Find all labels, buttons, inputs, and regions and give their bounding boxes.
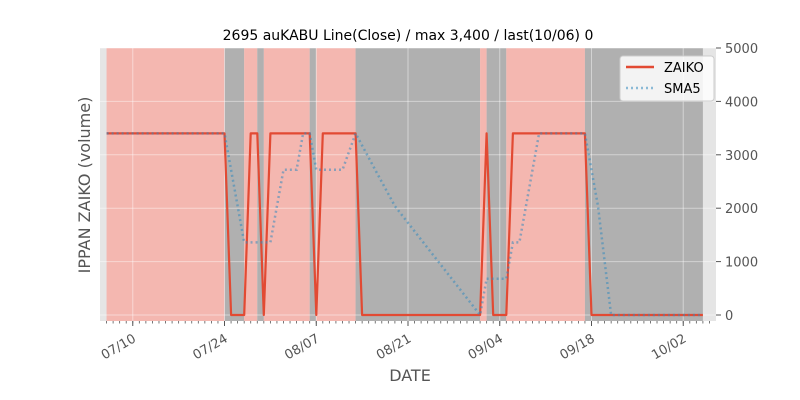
- shade-span-gray: [257, 48, 264, 321]
- series-line-zaiko: [106, 132, 703, 317]
- x-tick-label: 08/21: [374, 331, 414, 363]
- shade-span-gray: [224, 48, 245, 321]
- legend-zaiko-label: ZAIKO: [664, 61, 704, 76]
- shade-span-pink: [263, 48, 310, 321]
- y-tick-label: 2000: [725, 202, 758, 217]
- legend: ZAIKO SMA5: [619, 55, 715, 102]
- x-tick-label: 07/10: [99, 331, 139, 363]
- shade-span-gray: [355, 48, 481, 321]
- x-tick-label: 09/18: [558, 331, 598, 363]
- chart-title: 2695 auKABU Line(Close) / max 3,400 / la…: [223, 28, 594, 44]
- shade-span-pink: [316, 48, 356, 321]
- x-axis-ticks: 07/10 07/24 08/07 08/21 09/04 09/18 10/02: [99, 321, 710, 363]
- shade-span-gray: [309, 48, 317, 321]
- shade-span-pink: [506, 48, 585, 321]
- shade-span-gray: [486, 48, 507, 321]
- y-tick-label: 0: [725, 309, 733, 324]
- x-tick-label: 10/02: [649, 331, 689, 363]
- y-tick-label: 3000: [725, 149, 758, 164]
- x-tick-label: 07/24: [191, 331, 231, 363]
- y-tick-label: 1000: [725, 256, 758, 271]
- grid-lines: [100, 47, 716, 321]
- x-tick-label: 09/04: [466, 331, 506, 363]
- shade-span-pink: [106, 48, 225, 321]
- shaded-periods: [106, 48, 703, 321]
- x-tick-label: 08/07: [282, 331, 322, 363]
- y-tick-label: 4000: [725, 95, 758, 110]
- x-axis-label: DATE: [389, 366, 431, 385]
- shade-span-pink: [480, 48, 487, 321]
- y-axis-ticks: 0 1000 2000 3000 4000 5000: [716, 42, 758, 324]
- y-tick-label: 5000: [725, 42, 758, 57]
- legend-sma5-label: SMA5: [664, 82, 701, 97]
- series-lines: [106, 130, 703, 318]
- y-axis-label: IPPAN ZAIKO (volume): [75, 97, 94, 274]
